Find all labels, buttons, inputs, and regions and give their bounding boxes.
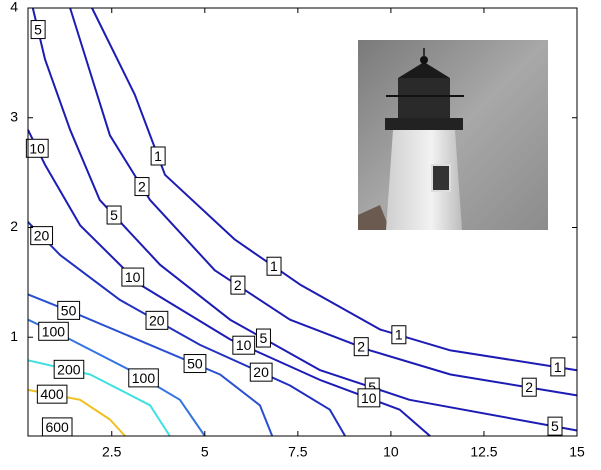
contour-label-text: 200	[57, 361, 81, 377]
contour-label-text: 20	[34, 228, 50, 244]
contour-label-text: 2	[138, 179, 146, 195]
x-tick-label: 2.5	[102, 444, 122, 460]
contour-label-box	[521, 377, 537, 397]
contour-label-text: 2	[357, 339, 365, 355]
contour-label-box	[232, 335, 256, 355]
contour-label-box	[106, 205, 122, 225]
contour-label-text: 5	[259, 330, 267, 346]
contour-label-text: 20	[149, 312, 165, 328]
contour-label-box	[53, 359, 85, 379]
y-tick-label: 4	[10, 0, 18, 15]
contour-label-box	[150, 146, 166, 166]
contour-label-text: 1	[395, 327, 403, 343]
contour-label-text: 100	[42, 323, 66, 339]
contour-label-text: 50	[61, 302, 77, 318]
contour-label-box	[183, 354, 207, 374]
contour-label-box	[30, 226, 54, 246]
contour-label-text: 2	[525, 379, 533, 395]
contour-label-text: 5	[368, 379, 376, 395]
contour-label-text: 10	[125, 269, 141, 285]
contour-line	[27, 221, 346, 437]
contour-label-box	[266, 256, 282, 276]
contour-label: 20	[145, 310, 169, 330]
contour-label-text: 10	[361, 390, 377, 406]
x-tick-label: 15	[569, 444, 585, 460]
contour-label-text: 5	[34, 22, 42, 38]
contour-label-text: 400	[40, 386, 64, 402]
contour-label: 600	[41, 417, 73, 437]
contour-line	[27, 129, 431, 437]
contour-label-box	[230, 275, 246, 295]
contour-label: 5	[255, 328, 271, 348]
contour-line	[69, 7, 578, 397]
contour-label-box	[25, 138, 49, 158]
x-tick-label: 10	[383, 444, 399, 460]
contour-label: 10	[25, 138, 49, 158]
contour-label: 20	[249, 362, 273, 382]
contour-label-box	[121, 267, 145, 287]
contour-label-box	[353, 337, 369, 357]
contour-label-box	[357, 388, 381, 408]
contour-label-box	[391, 325, 407, 345]
contour-label: 2	[521, 377, 537, 397]
contour-label-box	[38, 321, 69, 341]
contour-label-text: 1	[270, 258, 278, 274]
contour-label: 10	[357, 388, 381, 408]
contour-label: 5	[30, 20, 46, 40]
contour-label: 1	[550, 357, 566, 377]
contour-label-box	[547, 416, 563, 436]
contour-label-text: 100	[132, 370, 156, 386]
y-tick-label: 3	[10, 108, 18, 124]
contour-label: 10	[232, 335, 256, 355]
contour-label: 20	[30, 226, 54, 246]
inset-photo	[358, 40, 548, 230]
x-tick-label: 12.5	[470, 444, 497, 460]
contour-label: 50	[57, 300, 81, 320]
contour-label-box	[57, 300, 81, 320]
contour-label-text: 600	[45, 419, 69, 435]
contour-label-box	[128, 368, 159, 388]
contour-label-box	[30, 20, 46, 40]
contour-label-text: 2	[234, 277, 242, 293]
contour-label-box	[134, 177, 150, 197]
x-tick-label: 7.5	[288, 444, 308, 460]
contour-label-text: 1	[154, 148, 162, 164]
contour-label: 5	[547, 416, 563, 436]
plot-frame	[27, 7, 578, 437]
contour-label-box	[36, 384, 68, 404]
y-tick-label: 1	[10, 328, 18, 344]
contour-label: 5	[106, 205, 122, 225]
contour-label-text: 10	[236, 337, 252, 353]
x-tick-label: 5	[201, 444, 209, 460]
contour-label: 400	[36, 384, 68, 404]
contour-label: 2	[230, 275, 246, 295]
contour-label: 2	[353, 337, 369, 357]
contour-label-text: 5	[551, 418, 559, 434]
contour-label-text: 5	[110, 207, 118, 223]
contour-label-text: 1	[554, 359, 562, 375]
contour-label: 1	[150, 146, 166, 166]
contour-label: 1	[391, 325, 407, 345]
contour-label-box	[550, 357, 566, 377]
y-tick-label: 2	[10, 218, 18, 234]
contour-label-text: 10	[29, 140, 45, 156]
contour-label: 2	[134, 177, 150, 197]
contour-label-text: 20	[253, 364, 269, 380]
contour-label-box	[255, 328, 271, 348]
contour-label: 10	[121, 267, 145, 287]
contour-label-box	[249, 362, 273, 382]
contour-label: 1	[266, 256, 282, 276]
contour-label: 200	[53, 359, 85, 379]
contour-label-text: 50	[187, 356, 203, 372]
contour-label-box	[145, 310, 169, 330]
contour-label: 100	[38, 321, 69, 341]
contour-label: 50	[183, 354, 207, 374]
contour-label: 100	[128, 368, 159, 388]
